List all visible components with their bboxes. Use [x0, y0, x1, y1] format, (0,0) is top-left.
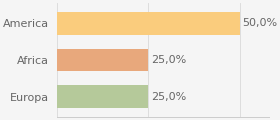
Text: 25,0%: 25,0%: [151, 92, 186, 102]
Bar: [57, 85, 148, 108]
Text: 25,0%: 25,0%: [151, 55, 186, 65]
Bar: [57, 49, 148, 71]
Bar: [57, 12, 240, 35]
Text: 50,0%: 50,0%: [243, 18, 278, 28]
